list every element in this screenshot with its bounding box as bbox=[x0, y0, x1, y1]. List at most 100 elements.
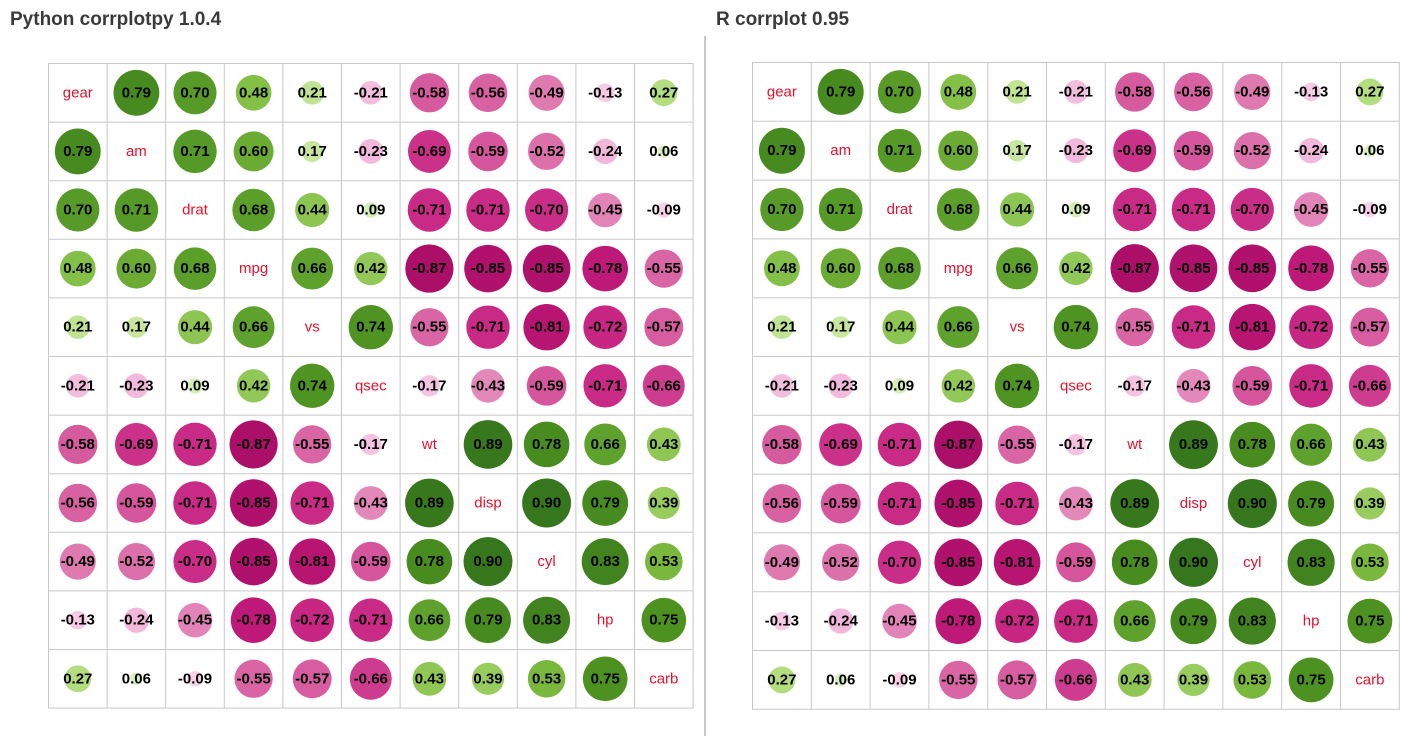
r-corr-value-mpg-disp: -0.85 bbox=[1176, 260, 1210, 277]
python-corr-value-carb-am: 0.06 bbox=[122, 670, 151, 687]
python-corr-circle-cyl-am bbox=[117, 543, 155, 581]
python-corr-value-cyl-qsec: -0.59 bbox=[354, 553, 388, 570]
r-corr-circle-wt-vs bbox=[997, 425, 1037, 464]
r-corr-value-gear-mpg: 0.48 bbox=[944, 83, 973, 100]
r-corr-value-drat-qsec: 0.09 bbox=[1061, 201, 1090, 218]
python-corr-circle-cyl-drat bbox=[173, 540, 217, 584]
python-corr-value-drat-cyl: -0.70 bbox=[529, 202, 563, 219]
r-corr-value-mpg-carb: -0.55 bbox=[1353, 260, 1387, 277]
python-corr-value-cyl-gear: -0.49 bbox=[61, 553, 95, 570]
r-corr-circle-carb-disp bbox=[1177, 663, 1210, 697]
python-corr-value-wt-vs: -0.55 bbox=[295, 436, 329, 453]
r-corr-circle-drat-qsec bbox=[1068, 201, 1084, 218]
r-corr-value-vs-qsec: 0.74 bbox=[1061, 319, 1091, 336]
r-corr-circle-gear-qsec bbox=[1064, 80, 1088, 104]
python-corr-circle-carb-mpg bbox=[234, 659, 273, 698]
r-corr-circle-carb-gear bbox=[768, 666, 796, 694]
r-corr-circle-drat-hp bbox=[1293, 192, 1329, 227]
python-corr-circle-am-hp bbox=[592, 138, 618, 165]
python-corr-value-drat-vs: 0.44 bbox=[298, 202, 328, 219]
r-corr-value-am-vs: 0.17 bbox=[1002, 142, 1031, 159]
r-corr-value-drat-mpg: 0.68 bbox=[944, 201, 973, 218]
r-corr-value-am-disp: -0.59 bbox=[1176, 142, 1210, 159]
python-corr-circle-qsec-carb bbox=[642, 364, 685, 407]
r-variable-label-am: am bbox=[830, 142, 851, 159]
r-corr-circle-vs-cyl bbox=[1229, 303, 1276, 351]
r-corr-circle-am-vs bbox=[1006, 140, 1028, 162]
python-corr-circle-wt-qsec bbox=[360, 433, 382, 456]
python-corr-value-wt-disp: 0.89 bbox=[473, 436, 502, 453]
python-corr-value-disp-cyl: 0.90 bbox=[532, 495, 561, 512]
r-variable-label-disp: disp bbox=[1180, 495, 1208, 512]
python-variable-label-cyl: cyl bbox=[537, 553, 555, 570]
python-corr-value-carb-hp: 0.75 bbox=[591, 670, 620, 687]
python-corr-value-qsec-mpg: 0.42 bbox=[239, 377, 268, 394]
r-corr-value-qsec-drat: 0.09 bbox=[885, 377, 914, 394]
python-corr-circle-mpg-drat bbox=[173, 247, 217, 290]
r-corr-value-disp-am: -0.59 bbox=[824, 495, 858, 512]
r-corr-circle-vs-drat bbox=[882, 309, 917, 345]
r-corr-circle-mpg-wt bbox=[1110, 244, 1159, 293]
python-corr-value-wt-cyl: 0.78 bbox=[532, 436, 561, 453]
r-corr-circle-qsec-disp bbox=[1176, 368, 1211, 403]
r-corr-circle-mpg-hp bbox=[1288, 245, 1334, 292]
r-corr-circle-gear-drat bbox=[877, 70, 922, 114]
python-corr-value-gear-mpg: 0.48 bbox=[239, 84, 268, 101]
python-corr-circle-carb-qsec bbox=[349, 657, 392, 700]
python-corr-value-disp-hp: 0.79 bbox=[591, 495, 620, 512]
r-variable-label-carb: carb bbox=[1355, 671, 1384, 688]
r-corr-circle-am-disp bbox=[1173, 130, 1214, 171]
python-corr-circle-drat-disp bbox=[466, 188, 510, 232]
python-corr-value-cyl-disp: 0.90 bbox=[473, 553, 502, 570]
r-corr-circle-gear-am bbox=[817, 68, 864, 115]
r-corr-value-am-qsec: -0.23 bbox=[1059, 142, 1093, 159]
r-corr-value-qsec-vs: 0.74 bbox=[1002, 377, 1032, 394]
r-variable-label-drat: drat bbox=[887, 201, 914, 218]
python-corr-value-qsec-gear: -0.21 bbox=[61, 377, 95, 394]
python-corr-circle-hp-carb bbox=[641, 597, 687, 643]
python-corr-circle-am-vs bbox=[301, 140, 323, 163]
r-corr-circle-wt-am bbox=[819, 423, 863, 467]
r-corr-circle-carb-qsec bbox=[1054, 658, 1097, 701]
python-corr-circle-hp-cyl bbox=[523, 596, 571, 644]
r-corr-circle-hp-drat bbox=[882, 603, 917, 639]
python-corr-circle-qsec-disp bbox=[471, 368, 505, 403]
r-corr-circle-gear-carb bbox=[1356, 78, 1384, 106]
r-corr-circle-drat-am bbox=[818, 187, 863, 232]
r-corr-circle-am-cyl bbox=[1233, 132, 1271, 170]
r-corr-circle-vs-carb bbox=[1350, 307, 1390, 347]
r-corr-circle-qsec-cyl bbox=[1232, 366, 1273, 406]
r-corr-value-wt-hp: 0.66 bbox=[1296, 436, 1325, 453]
r-corr-value-am-hp: -0.24 bbox=[1294, 142, 1329, 159]
r-corr-value-wt-disp: 0.89 bbox=[1179, 436, 1208, 453]
python-corr-circle-carb-drat bbox=[187, 671, 203, 687]
r-corr-circle-hp-cyl bbox=[1228, 597, 1276, 645]
r-corr-circle-cyl-wt bbox=[1111, 539, 1158, 586]
python-corr-circle-carb-cyl bbox=[527, 660, 566, 698]
r-corr-circle-drat-disp bbox=[1171, 187, 1216, 232]
python-corr-circle-mpg-wt bbox=[405, 244, 454, 293]
r-corr-circle-hp-qsec bbox=[1054, 599, 1098, 643]
r-corr-value-disp-mpg: -0.85 bbox=[941, 495, 975, 512]
r-corr-value-wt-cyl: 0.78 bbox=[1238, 436, 1267, 453]
r-corr-value-vs-cyl: -0.81 bbox=[1235, 319, 1269, 336]
python-corr-value-qsec-disp: -0.43 bbox=[471, 377, 505, 394]
r-corr-circle-carb-vs bbox=[997, 660, 1037, 700]
r-corr-circle-carb-hp bbox=[1288, 657, 1334, 703]
python-corr-value-carb-wt: 0.43 bbox=[415, 670, 444, 687]
r-corr-value-cyl-qsec: -0.59 bbox=[1059, 554, 1093, 571]
python-corr-circle-qsec-drat bbox=[187, 378, 203, 394]
python-corr-circle-carb-hp bbox=[582, 656, 628, 702]
python-corr-value-drat-disp: -0.71 bbox=[471, 202, 505, 219]
python-corr-circle-gear-vs bbox=[300, 80, 325, 105]
python-variable-label-wt: wt bbox=[421, 436, 438, 453]
r-corr-circle-gear-hp bbox=[1301, 82, 1321, 102]
python-corr-value-carb-drat: -0.09 bbox=[178, 670, 212, 687]
r-corr-circle-qsec-carb bbox=[1348, 364, 1391, 407]
r-corr-circle-vs-am bbox=[830, 316, 852, 338]
python-corr-value-disp-qsec: -0.43 bbox=[354, 495, 388, 512]
python-corr-value-mpg-am: 0.60 bbox=[122, 260, 151, 277]
r-corr-value-mpg-drat: 0.68 bbox=[885, 260, 914, 277]
python-corr-circle-drat-vs bbox=[295, 192, 330, 228]
python-corr-value-cyl-wt: 0.78 bbox=[415, 553, 444, 570]
